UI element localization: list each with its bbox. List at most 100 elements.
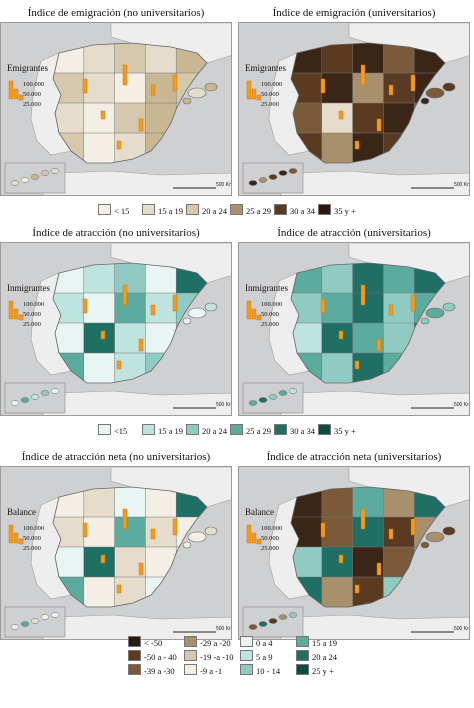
balearic-island <box>425 307 445 319</box>
spain-outline <box>290 42 446 164</box>
province-region <box>114 516 147 548</box>
map-panel-emigration-non-university: Índice de emigración (no universitarios)… <box>0 6 232 196</box>
province-region <box>321 352 354 383</box>
legend-swatch <box>184 650 197 661</box>
neighbor-landmass <box>279 390 469 415</box>
scale-key-bar <box>256 94 262 101</box>
province-region <box>383 72 415 104</box>
province-region <box>413 292 445 324</box>
province-region <box>83 102 116 134</box>
province-region <box>145 546 177 578</box>
migration-bar <box>354 360 360 370</box>
balearic-island <box>442 82 456 92</box>
migration-bar <box>150 528 156 540</box>
migration-bar <box>338 554 344 564</box>
scale-bar-label: 500 Km <box>216 182 232 188</box>
migration-bar <box>320 78 326 94</box>
migration-bar <box>376 562 382 576</box>
province-region <box>83 263 116 294</box>
legend-item: -50 a - 40 <box>128 650 177 662</box>
province-region <box>413 576 445 607</box>
panel-title: Índice de emigración (no universitarios) <box>27 7 205 19</box>
legend-item: 25 a 29 <box>230 424 271 436</box>
migration-bar <box>100 330 106 340</box>
province-region <box>413 322 445 354</box>
legend-swatch <box>240 664 253 675</box>
migration-bar <box>376 118 382 132</box>
scale-value: 25.000 <box>23 101 41 108</box>
canary-island <box>288 168 298 174</box>
scale-value: 50.000 <box>261 311 279 318</box>
scale-label: Balance <box>245 507 274 517</box>
legend-item: 20 a 24 <box>296 650 337 662</box>
scale-key-bar <box>251 308 257 320</box>
legend-label: <15 <box>114 426 128 436</box>
province-region <box>383 546 415 578</box>
scale-key-bar <box>256 538 262 545</box>
scale-value: 25.000 <box>261 321 279 328</box>
scale-key-bar <box>18 314 24 321</box>
legend-swatch <box>230 424 243 435</box>
province-region <box>413 102 445 134</box>
migration-bar <box>116 584 122 594</box>
migration-bar <box>100 554 106 564</box>
legend-item: 25 y + <box>296 664 334 676</box>
legend-swatch <box>184 664 197 675</box>
balearic-island <box>442 302 456 312</box>
province-region <box>383 352 415 383</box>
scale-bar-label: 500 Km <box>454 626 470 632</box>
provinces-group <box>291 263 445 383</box>
province-region <box>145 487 177 518</box>
migration-bar <box>122 508 128 530</box>
legend-label: -19 -a -10 <box>200 652 234 662</box>
province-region <box>413 72 445 104</box>
migration-bar <box>320 522 326 538</box>
migration-bar <box>388 304 394 316</box>
map-panel-emigration-university: Índice de emigración (universitarios) 50… <box>238 6 470 196</box>
map-frame: 500 Km Balance 100.000 50.000 25.000 <box>238 466 470 640</box>
legend-swatch <box>128 650 141 661</box>
migration-bar <box>354 584 360 594</box>
scale-key-bar <box>246 524 252 544</box>
migration-bar <box>354 140 360 150</box>
canary-island <box>278 614 288 620</box>
map-frame: 500 Km Emigrantes 100.000 50.000 25.000 <box>0 22 232 196</box>
scale-value: 100.000 <box>261 81 283 88</box>
migration-bar <box>172 294 178 312</box>
legend-swatch <box>230 204 243 215</box>
migration-bar <box>82 78 88 94</box>
legend-swatch <box>296 664 309 675</box>
migration-bar <box>122 284 128 306</box>
legend-item: -29 a -20 <box>184 636 231 648</box>
migration-bar <box>138 338 144 352</box>
spain-map: 500 Km <box>242 467 470 639</box>
province-region <box>321 43 354 74</box>
scale-label: Emigrantes <box>245 63 286 73</box>
legend-item: 35 y + <box>318 424 356 436</box>
scale-label: Emigrantes <box>7 63 48 73</box>
scale-bar-label: 500 Km <box>454 402 470 408</box>
spain-outline <box>52 42 208 164</box>
legend-item: < -50 <box>128 636 162 648</box>
migration-bar <box>410 294 416 312</box>
province-region <box>175 546 207 578</box>
canary-island <box>40 390 50 396</box>
migration-bar <box>172 74 178 92</box>
province-region <box>83 72 116 104</box>
legend-label: -39 a -30 <box>144 666 175 676</box>
scale-label: Inmigrantes <box>245 283 288 293</box>
legend-item: -9 a -1 <box>184 664 222 676</box>
province-region <box>175 576 207 607</box>
canary-island <box>268 174 278 180</box>
canary-island <box>30 618 40 624</box>
spain-outline <box>52 262 208 384</box>
legend-label: -29 a -20 <box>200 638 231 648</box>
panel-title: Índice de atracción (no universitarios) <box>32 227 200 239</box>
migration-bar <box>320 298 326 314</box>
scale-key-bar <box>246 300 252 320</box>
scale-key-bar <box>13 308 19 320</box>
legend-label: < -50 <box>144 638 163 648</box>
legend-item: 30 a 34 <box>274 424 315 436</box>
province-region <box>175 132 207 163</box>
legend-swatch <box>318 424 331 435</box>
